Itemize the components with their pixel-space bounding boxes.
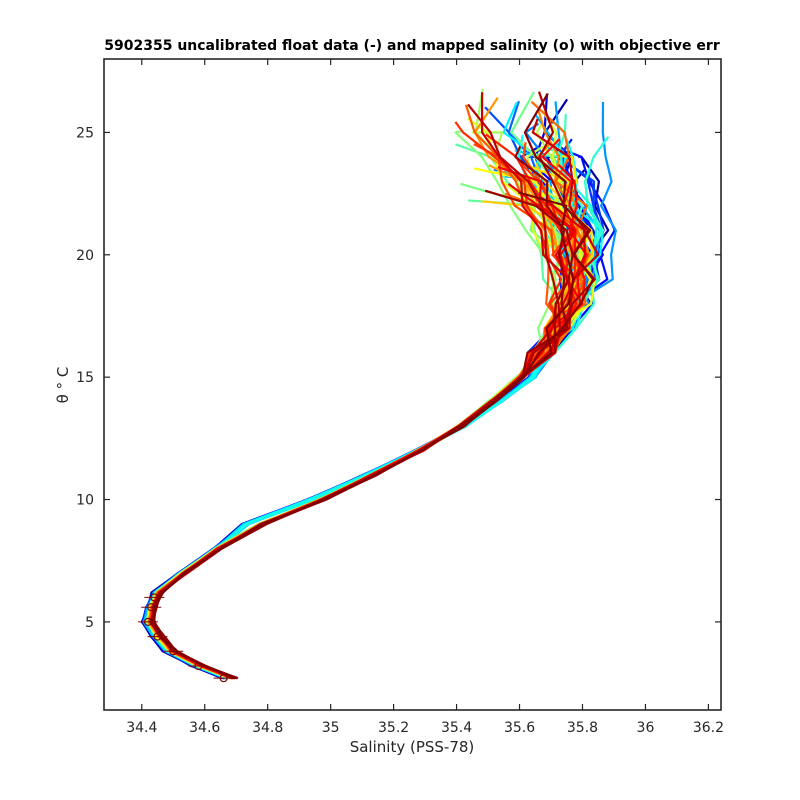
mapped-salinity-marker xyxy=(141,603,162,612)
y-axis-label: θ ° C xyxy=(54,367,72,404)
x-tick-label: 35.8 xyxy=(567,720,598,736)
mapped-salinity-marker xyxy=(213,674,234,683)
x-tick-label: 35.4 xyxy=(441,720,472,736)
x-tick-label: 35 xyxy=(322,720,340,736)
y-tick-label: 10 xyxy=(76,493,94,509)
mapped-salinity-markers xyxy=(138,593,234,683)
x-tick-label: 36.2 xyxy=(693,720,724,736)
y-tick-label: 15 xyxy=(76,370,94,386)
plot-frame xyxy=(103,58,722,711)
mapped-salinity-marker xyxy=(138,617,159,626)
mapped-salinity-marker xyxy=(188,661,209,671)
x-tick-label: 34.6 xyxy=(189,720,220,736)
mapped-salinity-marker xyxy=(144,593,165,602)
y-tick-label: 25 xyxy=(76,125,94,141)
mapped-salinity-marker xyxy=(147,632,168,641)
x-axis-label: Salinity (PSS-78) xyxy=(350,738,475,756)
y-tick-label: 20 xyxy=(76,248,94,264)
x-axis: 34.4 34.6 34.8 35 35.2 35.4 35.6 35.8 36 36.2 xyxy=(126,59,724,736)
x-tick-label: 35.2 xyxy=(378,720,409,736)
chart-title: 5902355 uncalibrated float data (-) and … xyxy=(104,38,720,54)
x-tick-label: 36 xyxy=(637,720,655,736)
profile-line xyxy=(152,191,575,680)
y-tick-label: 5 xyxy=(85,615,94,631)
x-tick-label: 35.6 xyxy=(504,720,535,736)
x-tick-label: 34.8 xyxy=(252,720,283,736)
mapped-salinity-marker xyxy=(163,647,184,656)
plot-background xyxy=(104,59,721,710)
y-axis: 5 10 15 20 25 xyxy=(76,125,721,631)
x-tick-label: 34.4 xyxy=(126,720,157,736)
